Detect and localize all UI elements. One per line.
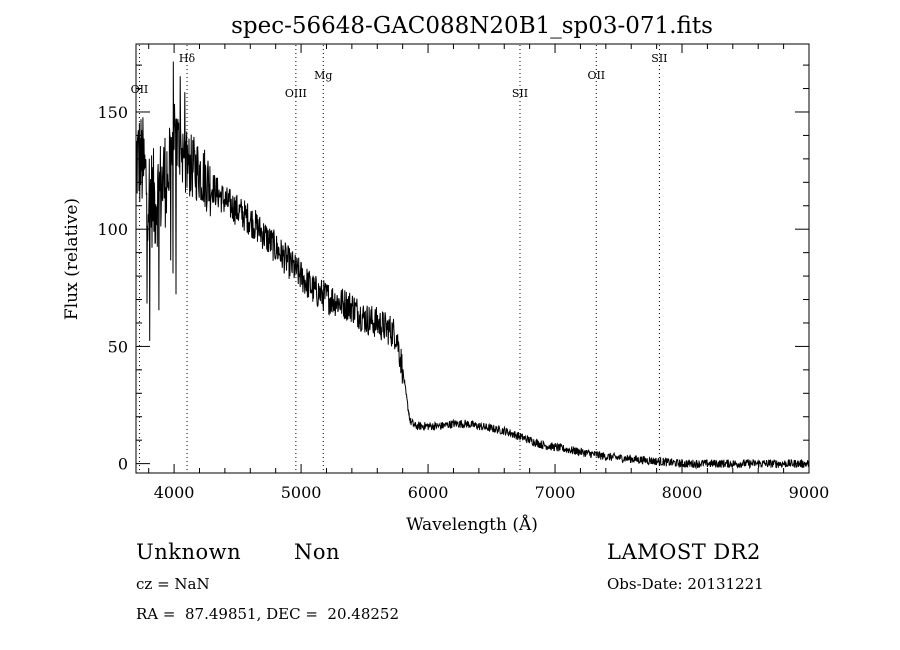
plot-frame [135, 43, 810, 474]
spectral-line-label: OII [131, 83, 149, 96]
spectral-line-label: SII [512, 87, 528, 100]
x-tick-label: 8000 [662, 483, 703, 502]
x-tick-label: 7000 [535, 483, 576, 502]
y-tick-label: 150 [97, 103, 128, 122]
coordinates: RA = 87.49851, DEC = 20.48252 [136, 605, 400, 623]
object-subclass: Non [294, 540, 341, 564]
x-axis-label: Wavelength (Å) [406, 514, 538, 535]
x-tick-label: 9000 [789, 483, 830, 502]
spectral-line-label: Mg [314, 69, 332, 82]
survey-name: LAMOST DR2 [607, 540, 761, 564]
plot-area: 4000 5000 6000 7000 8000 9000050100150OIIHδOI… [97, 43, 830, 502]
redshift-cz: cz = NaN [136, 575, 210, 593]
object-class: Unknown [136, 540, 242, 564]
chart-title: spec-56648-GAC088N20B1_sp03-071.fits [231, 13, 713, 39]
x-tick-label: 6000 [408, 483, 449, 502]
x-tick-label: 4000 [154, 483, 195, 502]
y-tick-label: 100 [97, 220, 128, 239]
y-tick-label: 0 [118, 455, 128, 474]
observation-date: Obs-Date: 20131221 [607, 575, 764, 593]
spectral-line-label: SII [651, 52, 667, 65]
spectral-line-label: OII [587, 69, 605, 82]
x-tick-label: 5000 [281, 483, 322, 502]
y-axis-label: Flux (relative) [62, 198, 82, 320]
spectral-line-label: OIII [285, 87, 307, 100]
y-tick-label: 50 [108, 337, 128, 356]
spectrum-line [135, 61, 810, 470]
spectral-line-label: Hδ [179, 52, 196, 65]
